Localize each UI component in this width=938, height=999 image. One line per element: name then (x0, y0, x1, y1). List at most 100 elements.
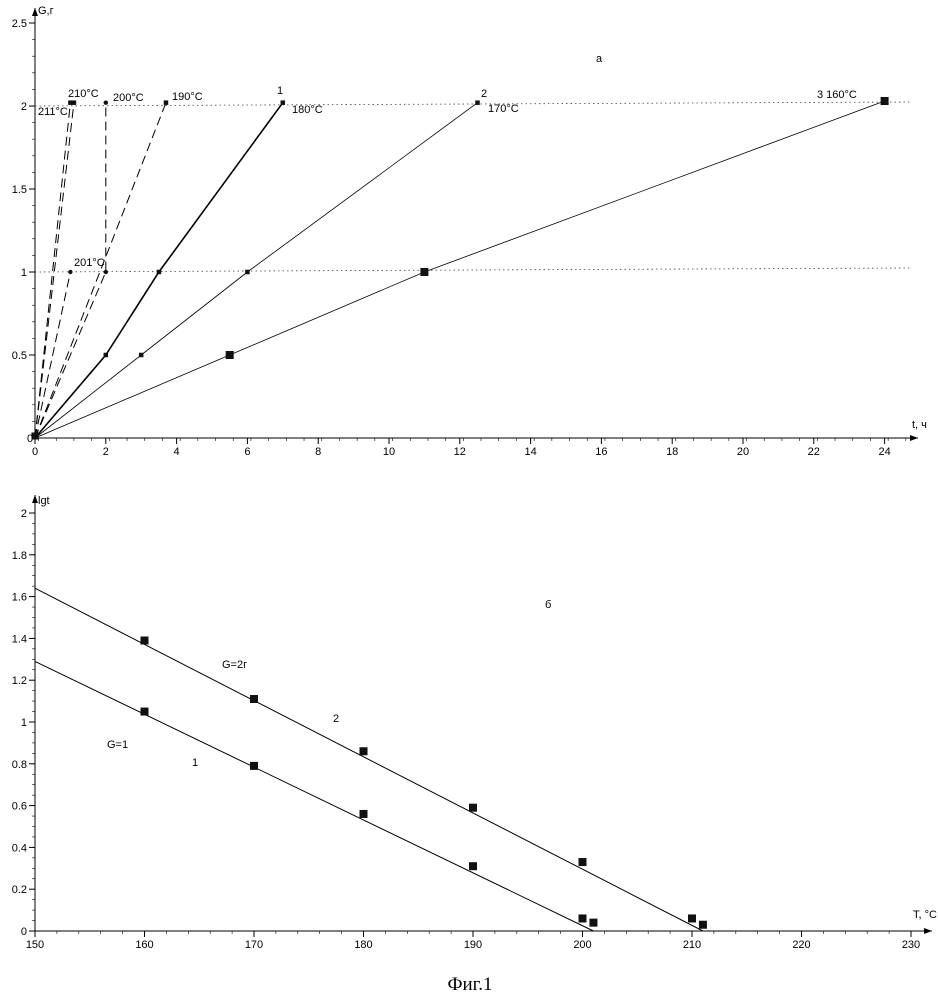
data-point (688, 914, 696, 922)
y-tick-label: 1.6 (12, 592, 27, 604)
series-name-label: G=2г (222, 659, 247, 671)
y-tick-label: 0.5 (12, 350, 27, 362)
series-number-label: 2 (333, 713, 339, 725)
x-tick-label: 170 (245, 939, 263, 951)
data-point (475, 100, 480, 105)
y-axis-label: lgt (38, 495, 50, 507)
x-tick-label: 180 (354, 939, 372, 951)
origin-label: 0 (27, 433, 33, 445)
x-axis-label: T, °C (913, 909, 937, 921)
y-tick-label: 0 (21, 926, 27, 938)
x-tick-label: 2 (103, 446, 109, 458)
y-tick-label: 1.4 (12, 633, 27, 645)
annotation: 180°C (292, 104, 323, 116)
figure-caption: Фиг.1 (447, 974, 492, 995)
series-line (35, 103, 478, 438)
x-tick-label: 200 (573, 939, 591, 951)
chart-panel-b: 150 160 170 180 190 200 210 220 230 0 0.2 0.4 0.6 0.8… (12, 495, 937, 951)
annotation: 210°C (68, 88, 99, 100)
series-number-label: 1 (192, 757, 198, 769)
y-tick-label: 1.5 (12, 184, 27, 196)
annotation: 201°C (74, 257, 105, 269)
x-axis-arrow (924, 928, 932, 934)
data-point (141, 636, 149, 644)
data-point (104, 100, 108, 104)
x-tick-label: 18 (666, 446, 678, 458)
series-line (35, 272, 70, 438)
data-point (68, 270, 72, 274)
annotation: 190°C (172, 91, 203, 103)
data-point (104, 270, 108, 274)
data-point (469, 804, 477, 812)
x-tick-label: 0 (32, 446, 38, 458)
x-tick-label: 16 (595, 446, 607, 458)
y-tick-label: 0.4 (12, 842, 27, 854)
x-tick-label: 4 (174, 446, 180, 458)
annotation: 1 (277, 85, 283, 97)
data-point (579, 858, 587, 866)
y-tick-label: 1 (21, 717, 27, 729)
y-tick-label: 2 (21, 101, 27, 113)
data-point (141, 708, 149, 716)
data-point (68, 100, 73, 105)
x-tick-label: 230 (902, 939, 920, 951)
y-tick-label: 0.6 (12, 801, 27, 813)
data-point (226, 351, 234, 359)
series-line (35, 103, 70, 438)
y-tick-label: 2.5 (12, 18, 27, 30)
data-point (139, 353, 144, 358)
x-tick-label: 160 (135, 939, 153, 951)
x-tick-label: 20 (737, 446, 749, 458)
x-tick-label: 210 (683, 939, 701, 951)
data-point (250, 695, 258, 703)
annotation: 211°C (38, 106, 68, 118)
y-tick-label: 1.8 (12, 550, 27, 562)
x-tick-label: 12 (454, 446, 466, 458)
x-tick-label: 10 (383, 446, 395, 458)
y-axis-label: G,г (38, 5, 54, 17)
series-line (35, 103, 74, 438)
y-tick-label: 0.2 (12, 884, 27, 896)
annotation: 200°C (113, 92, 144, 104)
data-point (104, 353, 109, 358)
y-tick-label: 2 (21, 508, 27, 520)
data-point (469, 862, 477, 870)
x-tick-label: 150 (26, 939, 44, 951)
data-point (360, 747, 368, 755)
data-point (250, 762, 258, 770)
data-point (881, 97, 889, 105)
data-point (245, 270, 250, 275)
x-axis-label: t, ч (912, 419, 927, 431)
data-point (589, 919, 597, 927)
series-name-label: G=1 (107, 739, 128, 751)
x-tick-label: 24 (878, 446, 890, 458)
annotation: 170°C (488, 103, 519, 115)
annotation: 2 (481, 88, 487, 100)
data-point (360, 810, 368, 818)
data-point (420, 268, 428, 276)
x-tick-label: 14 (524, 446, 536, 458)
x-tick-label: 190 (464, 939, 482, 951)
data-point (157, 270, 162, 275)
data-point (164, 100, 169, 105)
y-tick-label: 1.2 (12, 675, 27, 687)
x-tick-label: 6 (244, 446, 250, 458)
panel-label: б (545, 599, 551, 611)
series-line (35, 101, 885, 438)
panel-label: а (596, 53, 603, 65)
data-point (281, 100, 286, 105)
x-tick-label: 220 (792, 939, 810, 951)
annotation: 3 160°C (817, 89, 857, 101)
x-tick-label: 22 (808, 446, 820, 458)
data-point (579, 914, 587, 922)
series-line (35, 588, 703, 931)
series-line (35, 661, 593, 931)
y-tick-label: 1 (21, 267, 27, 279)
data-point (699, 921, 707, 929)
x-axis-arrow (910, 435, 918, 441)
y-tick-label: 0.8 (12, 759, 27, 771)
chart-panel-a: 0246810121416182022240.511.522.5G,гt, ча… (12, 5, 927, 458)
reference-line (35, 268, 910, 272)
x-tick-label: 8 (315, 446, 321, 458)
